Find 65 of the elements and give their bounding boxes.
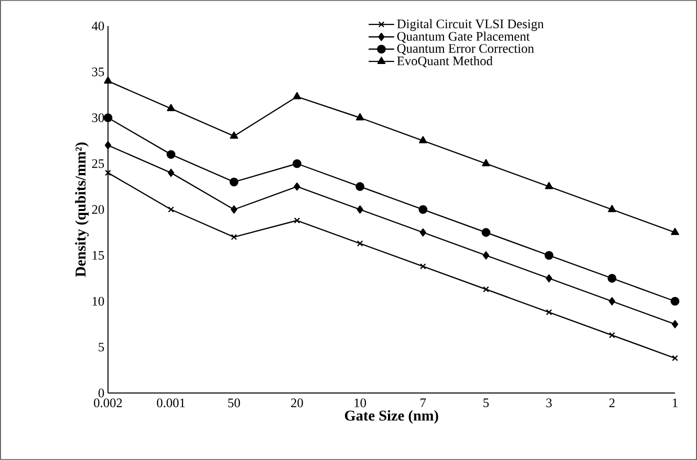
point — [230, 178, 238, 186]
x-tick-label: 2 — [609, 398, 615, 408]
y-tick-label: 10 — [92, 296, 104, 306]
point — [608, 297, 616, 306]
point — [482, 251, 490, 260]
point — [546, 274, 552, 282]
x-tick-label: 0.001 — [156, 398, 185, 408]
point — [292, 159, 302, 168]
y-tick-label: 5 — [98, 342, 104, 352]
point — [230, 132, 238, 139]
x-axis-title: Gate Size (nm) — [344, 410, 438, 424]
point — [104, 113, 112, 122]
y-tick-label: 15 — [92, 251, 104, 260]
point — [356, 240, 364, 247]
x-tick-label: 20 — [291, 398, 303, 408]
legend-label: Quantum Gate Placement — [397, 32, 530, 43]
point — [482, 286, 490, 292]
y-axis-title: Density (qubits/mm²) — [75, 142, 89, 277]
y-tick-label: 0 — [98, 388, 104, 398]
point — [166, 104, 176, 112]
point — [356, 182, 364, 191]
point — [482, 159, 490, 166]
y-tick-label: 40 — [92, 22, 104, 30]
x-tick-label: 5 — [484, 398, 489, 408]
point — [104, 141, 112, 150]
legend-label: EvoQuant Method — [397, 56, 493, 68]
y-tick-label: 35 — [92, 68, 104, 76]
legend-label: Quantum Error Correction — [397, 44, 534, 55]
y-tick-label: 30 — [92, 113, 104, 122]
point — [482, 228, 490, 237]
point — [608, 332, 616, 338]
x-tick-label: 50 — [228, 398, 240, 408]
legend-label: Digital Circuit VLSI Design — [397, 19, 544, 31]
point — [544, 182, 554, 190]
x-tick-label: 1 — [672, 398, 678, 408]
point — [104, 76, 112, 84]
point — [544, 250, 554, 260]
y-tick-label: 25 — [92, 159, 104, 168]
point — [672, 320, 678, 328]
point — [356, 205, 364, 214]
point — [230, 234, 238, 240]
point — [670, 228, 680, 236]
point — [104, 170, 112, 176]
point — [608, 204, 616, 212]
y-tick-label: 20 — [92, 205, 104, 214]
point — [608, 274, 616, 283]
point — [420, 263, 426, 270]
x-tick-label: 7 — [420, 398, 426, 407]
point — [230, 205, 238, 214]
point — [292, 92, 302, 100]
point — [672, 355, 678, 362]
point — [546, 309, 552, 316]
x-tick-label: 10 — [354, 398, 366, 408]
point — [418, 205, 428, 214]
point — [294, 182, 300, 191]
point — [294, 217, 300, 224]
point — [168, 206, 174, 213]
x-tick-label: 3 — [546, 398, 552, 408]
point — [168, 168, 174, 177]
point — [418, 136, 428, 144]
x-tick-label: 0.002 — [94, 398, 122, 408]
point — [356, 113, 364, 120]
point — [420, 228, 426, 237]
point — [166, 150, 176, 159]
point — [670, 296, 680, 306]
